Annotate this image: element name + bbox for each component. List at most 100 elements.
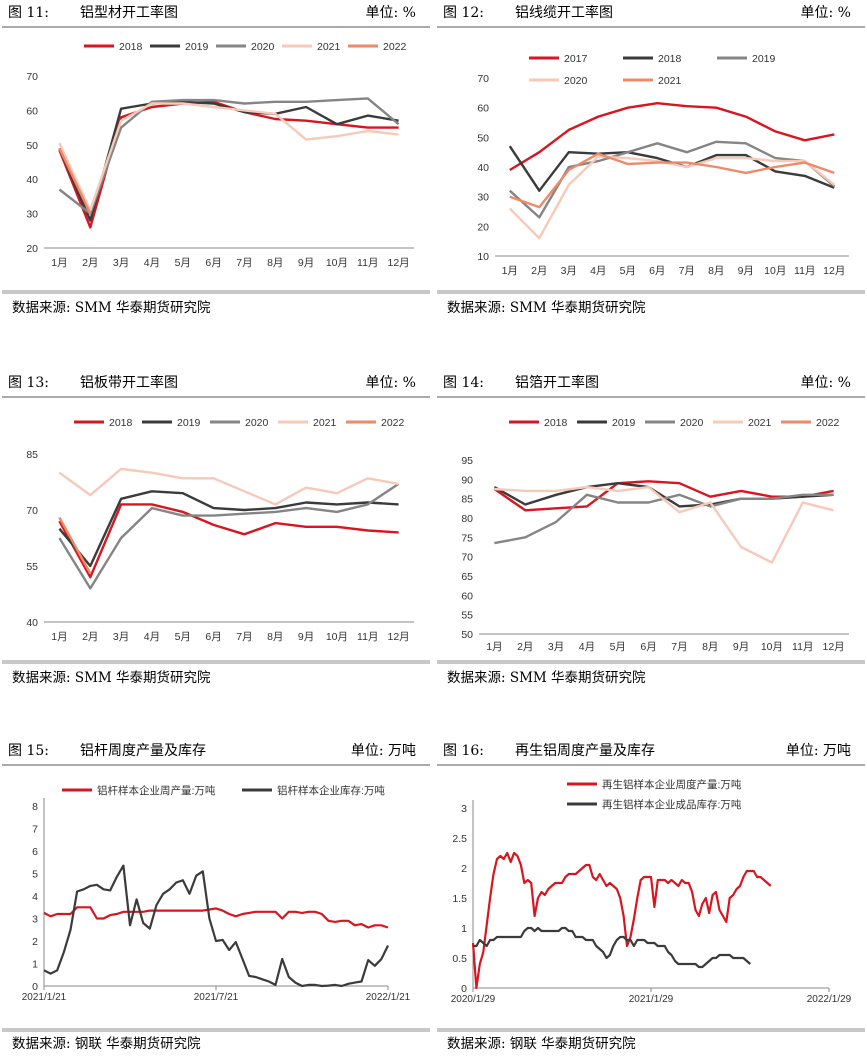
- y-tick-label: 80: [461, 513, 473, 525]
- series-line: [473, 926, 752, 969]
- x-tick-label: 8月: [267, 631, 283, 643]
- figure-number: 图 15:: [8, 743, 49, 759]
- series-line: [58, 147, 92, 215]
- y-tick-label: 85: [461, 494, 473, 506]
- legend-label: 2018: [119, 41, 143, 53]
- chart-fig11: 2018 2019 2020 2021 2022 20 30 40 50 60 70 1月 2月 3月 4月…: [26, 41, 414, 269]
- series-line: [58, 97, 400, 215]
- x-tick-label: 1月: [502, 265, 518, 277]
- x-tick-label: 7月: [236, 257, 252, 269]
- y-tick-label: 60: [26, 105, 38, 117]
- panel-fig12: 图 12: 铝线缆开工率图 单位: % 2017 2018 2019 2020 2021…: [437, 0, 865, 320]
- panel-fig15: 图 15: 铝杆周度产量及库存 单位: 万吨 铝杆样本企业周产量:万吨 铝杆样本企…: [2, 738, 430, 1060]
- x-tick-label: 3月: [113, 257, 129, 269]
- series-line: [471, 851, 772, 990]
- y-tick-label: 4: [32, 891, 38, 903]
- y-tick-label: 50: [461, 629, 473, 641]
- y-tick-label: 20: [477, 221, 489, 233]
- series-line: [43, 906, 389, 929]
- legend-label: 2018: [658, 53, 682, 65]
- figure-title: 铝型材开工率图: [80, 5, 178, 21]
- series-line: [494, 485, 834, 564]
- y-tick-label: 65: [461, 571, 473, 583]
- y-tick-label: 60: [477, 103, 489, 115]
- panel-fig13: 图 13: 铝板带开工率图 单位: % 2018 2019 2020 2021 2022…: [2, 370, 430, 690]
- source-note: 数据来源: SMM 华泰期货研究院: [12, 670, 211, 686]
- x-tick-label: 2021/7/21: [194, 992, 239, 1003]
- legend-label: 2018: [544, 417, 568, 429]
- y-tick-label: 1.5: [452, 893, 467, 905]
- y-tick-label: 1: [32, 959, 38, 971]
- x-tick-label: 2月: [82, 257, 98, 269]
- figure-title: 铝板带开工率图: [80, 375, 178, 391]
- chart-fig13: 2018 2019 2020 2021 2022 40 55 70 85 1月 2月 3月 4月 5月 6月…: [26, 417, 414, 643]
- figure-unit: 单位: %: [365, 375, 416, 391]
- y-tick-label: 40: [26, 174, 38, 186]
- x-tick-label: 2月: [531, 265, 547, 277]
- series-line: [58, 516, 92, 575]
- x-tick-label: 12月: [822, 641, 844, 653]
- y-tick-label: 70: [26, 71, 38, 83]
- x-tick-label: 6月: [205, 631, 221, 643]
- panel-fig16: 图 16: 再生铝周度产量及库存 单位: 万吨 再生铝样本企业周度产量:万吨 再生…: [437, 738, 865, 1060]
- x-tick-label: 5月: [175, 631, 191, 643]
- y-tick-label: 0.5: [452, 953, 467, 965]
- x-tick-label: 3月: [548, 641, 564, 653]
- legend-label: 再生铝样本企业成品库存:万吨: [602, 798, 742, 811]
- x-tick-label: 9月: [298, 257, 314, 269]
- figure-title: 铝箔开工率图: [515, 375, 599, 391]
- x-tick-label: 7月: [679, 265, 695, 277]
- panel-header: 图 15: 铝杆周度产量及库存 单位: 万吨: [2, 738, 430, 766]
- y-tick-label: 30: [26, 209, 38, 221]
- x-tick-label: 2021/1/29: [629, 994, 674, 1005]
- y-tick-label: 8: [32, 801, 38, 813]
- x-tick-label: 5月: [620, 265, 636, 277]
- legend-label: 2019: [612, 417, 636, 429]
- x-tick-label: 9月: [738, 265, 754, 277]
- x-tick-label: 11月: [792, 641, 813, 653]
- legend-label: 2021: [317, 41, 341, 53]
- x-tick-label: 4月: [144, 631, 160, 643]
- y-tick-label: 55: [461, 610, 473, 622]
- figure-number: 图 11:: [8, 5, 49, 21]
- x-tick-label: 11月: [357, 631, 378, 643]
- x-tick-label: 9月: [733, 641, 749, 653]
- series-line: [508, 155, 836, 240]
- x-tick-label: 2月: [82, 631, 98, 643]
- legend-label: 再生铝样本企业周度产量:万吨: [602, 778, 742, 791]
- y-tick-label: 5: [32, 869, 38, 881]
- series-line: [58, 503, 399, 579]
- figure-title: 铝杆周度产量及库存: [80, 743, 206, 759]
- figure-number: 图 14:: [443, 375, 484, 391]
- x-tick-label: 7月: [671, 641, 687, 653]
- chart-fig15: 铝杆样本企业周产量:万吨 铝杆样本企业库存:万吨 0 1 2 3 4 5 6 7 8 2021/1/2…: [22, 784, 411, 1003]
- x-tick-label: 6月: [640, 641, 656, 653]
- x-tick-label: 10月: [764, 265, 786, 277]
- legend-label: 2021: [748, 417, 772, 429]
- legend-label: 铝杆样本企业库存:万吨: [277, 784, 385, 797]
- x-tick-label: 5月: [175, 257, 191, 269]
- figure-number: 图 12:: [443, 5, 484, 21]
- figure-unit: 单位: %: [800, 375, 851, 391]
- figure-unit: 单位: %: [365, 5, 416, 21]
- y-tick-label: 2: [461, 863, 467, 875]
- source-note: 数据来源: SMM 华泰期货研究院: [12, 300, 211, 316]
- series-line: [58, 467, 399, 506]
- y-tick-label: 70: [26, 505, 38, 517]
- x-tick-label: 4月: [144, 257, 160, 269]
- panel-header: 图 13: 铝板带开工率图 单位: %: [2, 370, 430, 398]
- source-note: 数据来源: SMM 华泰期货研究院: [447, 670, 646, 686]
- y-tick-label: 90: [461, 474, 473, 486]
- figure-unit: 单位: 万吨: [350, 743, 416, 759]
- x-tick-label: 6月: [649, 265, 665, 277]
- y-tick-label: 1: [461, 923, 467, 935]
- legend-label: 2022: [381, 417, 405, 429]
- y-tick-label: 75: [461, 532, 473, 544]
- legend-label: 2022: [816, 417, 840, 429]
- panel-fig14: 图 14: 铝箔开工率图 单位: % 2018 2019 2020 2021 2022 5…: [437, 370, 865, 690]
- x-tick-label: 2021/1/21: [22, 992, 67, 1003]
- x-tick-label: 5月: [610, 641, 626, 653]
- legend-label: 2020: [245, 417, 269, 429]
- y-tick-label: 20: [26, 243, 38, 255]
